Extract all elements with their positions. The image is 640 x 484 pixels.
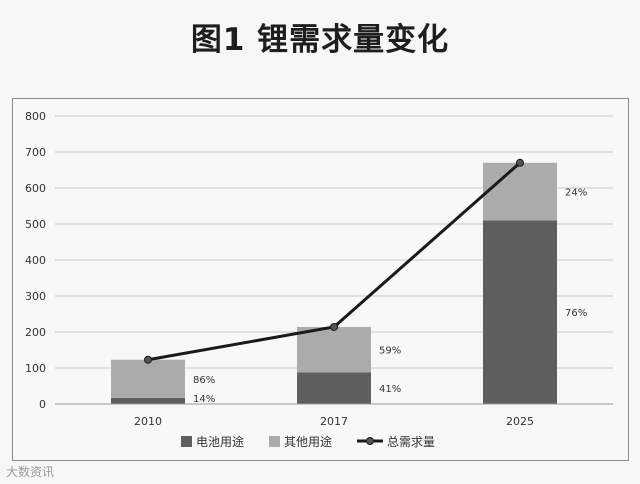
axes: 0 100 200 300 400 500 600 700 800 2010 2017 2025 bbox=[25, 110, 613, 428]
y-tick-label: 700 bbox=[25, 146, 46, 159]
line-point bbox=[144, 355, 152, 364]
data-labels: 14% 86% 41% 59% 76% 24% bbox=[193, 188, 587, 405]
chart-title: 图1 锂需求量变化 bbox=[190, 22, 450, 58]
data-label: 76% bbox=[565, 308, 587, 319]
bar-segment bbox=[483, 220, 557, 404]
y-tick-label: 100 bbox=[25, 362, 46, 375]
y-tick-label: 500 bbox=[25, 218, 46, 231]
legend-swatch bbox=[181, 436, 192, 447]
total-line bbox=[144, 158, 524, 364]
legend-label: 总需求量 bbox=[387, 435, 435, 449]
y-tick-label: 800 bbox=[25, 110, 46, 123]
y-tick-label: 400 bbox=[25, 254, 46, 267]
y-tick-label: 600 bbox=[25, 182, 46, 195]
line-point bbox=[330, 322, 338, 331]
x-tick-label: 2025 bbox=[506, 415, 534, 428]
grid-lines bbox=[55, 115, 613, 369]
line-point bbox=[516, 158, 524, 167]
y-tick-label: 300 bbox=[25, 290, 46, 303]
chart-frame: 14% 86% 41% 59% 76% 24% 0 100 200 300 400 500 600 70… bbox=[12, 98, 629, 461]
legend-swatch bbox=[269, 436, 280, 447]
legend-label: 其他用途 bbox=[284, 434, 332, 449]
data-label: 86% bbox=[193, 375, 215, 386]
y-tick-label: 0 bbox=[39, 398, 46, 411]
watermark: 大数资讯 bbox=[6, 465, 55, 479]
legend: 电池用途 其他用途 总需求量 bbox=[181, 434, 435, 449]
data-label: 59% bbox=[379, 346, 401, 357]
legend-marker bbox=[366, 437, 374, 445]
bar-segment bbox=[111, 397, 185, 404]
bars bbox=[111, 162, 557, 404]
x-tick-label: 2017 bbox=[320, 415, 348, 428]
data-label: 24% bbox=[565, 188, 587, 199]
y-tick-label: 200 bbox=[25, 326, 46, 339]
bar-segment bbox=[111, 359, 185, 398]
x-tick-label: 2010 bbox=[134, 415, 162, 428]
chart-plot: 14% 86% 41% 59% 76% 24% 0 100 200 300 400 500 600 70… bbox=[25, 110, 613, 449]
legend-label: 电池用途 bbox=[196, 434, 244, 449]
bar-segment bbox=[297, 372, 371, 404]
data-label: 41% bbox=[379, 384, 401, 395]
data-label: 14% bbox=[193, 394, 215, 405]
bar-segment bbox=[297, 326, 371, 373]
bar-segment bbox=[483, 162, 557, 221]
